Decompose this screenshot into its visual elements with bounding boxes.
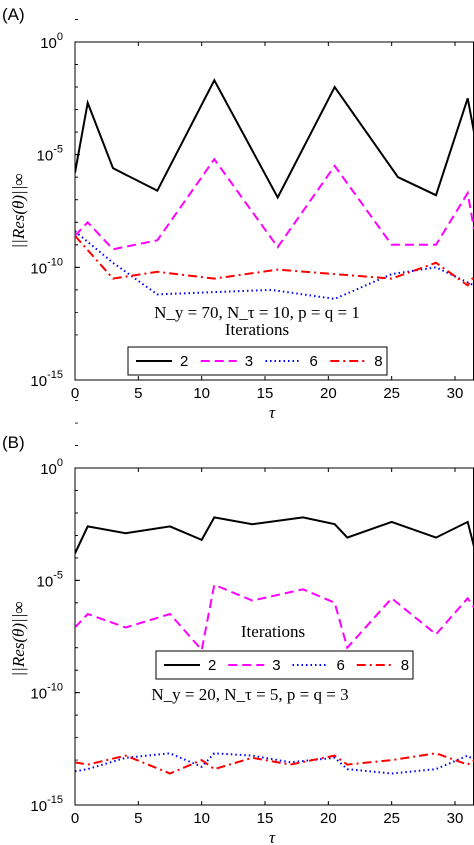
panel-a-label: (A) xyxy=(2,5,25,24)
x-tick-label: 20 xyxy=(320,385,337,402)
legend-label-3: 3 xyxy=(245,353,253,370)
legend-label-2: 2 xyxy=(208,657,216,674)
series-line-8 xyxy=(75,235,474,287)
x-tick-label: 20 xyxy=(320,810,337,827)
panel-a-annotation: N_y = 70, N_τ = 10, p = q = 1 xyxy=(154,303,360,322)
x-tick-label: 30 xyxy=(447,385,464,402)
panel-b-annotation: N_y = 20, N_τ = 5, p = q = 3 xyxy=(151,685,348,704)
panel-a: (A) ||Res(θ)||∞ 0 5 10 15 20 25 30 100 10-5 10-10… xyxy=(2,5,474,422)
series-line-2 xyxy=(75,78,474,200)
x-tick-label: 10 xyxy=(193,385,210,402)
x-tick-label: 15 xyxy=(257,385,274,402)
y-tick-label: 100 xyxy=(40,457,63,478)
panel-a-legend-title: Iterations xyxy=(225,320,289,339)
panel-b-ylabel: ||Res(θ)||∞ xyxy=(9,601,28,676)
panel-b-plot: 0 5 10 15 20 25 30 100 10-5 10-10 10-15 xyxy=(30,400,474,827)
panel-b-label: (B) xyxy=(2,433,25,452)
panel-b-xlabel: τ xyxy=(269,828,276,845)
series-line-3 xyxy=(75,157,474,251)
legend-label-6: 6 xyxy=(310,353,318,370)
x-tick-label: 5 xyxy=(134,385,142,402)
series-group xyxy=(75,516,474,775)
series-line-3 xyxy=(75,583,474,653)
legend-label-2: 2 xyxy=(180,353,188,370)
panel-a-plot: 0 5 10 15 20 25 30 100 10-5 10-10 10-15 xyxy=(30,19,474,402)
series-line-8 xyxy=(75,752,474,775)
legend-label-3: 3 xyxy=(272,657,280,674)
y-tick-label: 10-10 xyxy=(30,682,63,703)
series-line-6 xyxy=(75,230,474,300)
x-tick-label: 10 xyxy=(193,810,210,827)
x-tick-label: 15 xyxy=(257,810,274,827)
panel-a-xlabel: τ xyxy=(269,403,276,422)
y-tick-label: 10-15 xyxy=(30,794,63,815)
panel-b: (B) ||Res(θ)||∞ 0 5 10 15 20 25 30 100 10-5 10-10… xyxy=(2,400,474,845)
x-tick-label: 25 xyxy=(383,810,400,827)
series-line-2 xyxy=(75,516,474,554)
x-tick-label: 0 xyxy=(71,385,79,402)
x-tick-label: 30 xyxy=(447,810,464,827)
x-tick-label: 5 xyxy=(134,810,142,827)
panel-a-ylabel-text: ||Res(θ)||∞ xyxy=(9,173,28,248)
x-tick-label: 0 xyxy=(71,810,79,827)
panel-b-legend-title: Iterations xyxy=(241,622,305,641)
y-tick-label: 10-5 xyxy=(37,144,63,165)
y-tick-label: 10-15 xyxy=(30,369,63,390)
panel-a-legend: 2 3 6 8 xyxy=(127,346,388,376)
panel-a-ylabel: ||Res(θ)||∞ xyxy=(9,173,28,248)
legend-label-8: 8 xyxy=(374,353,382,370)
y-tick-label: 10-10 xyxy=(30,256,63,277)
x-tick-label: 25 xyxy=(383,385,400,402)
y-tick-label: 100 xyxy=(40,31,63,52)
series-group xyxy=(75,78,474,300)
panel-b-legend: 2 3 6 8 xyxy=(155,650,414,680)
legend-label-6: 6 xyxy=(337,657,345,674)
legend-label-8: 8 xyxy=(401,657,409,674)
series-line-6 xyxy=(75,752,474,775)
panel-b-ylabel-text: ||Res(θ)||∞ xyxy=(9,601,28,676)
y-tick-label: 10-5 xyxy=(37,569,63,590)
